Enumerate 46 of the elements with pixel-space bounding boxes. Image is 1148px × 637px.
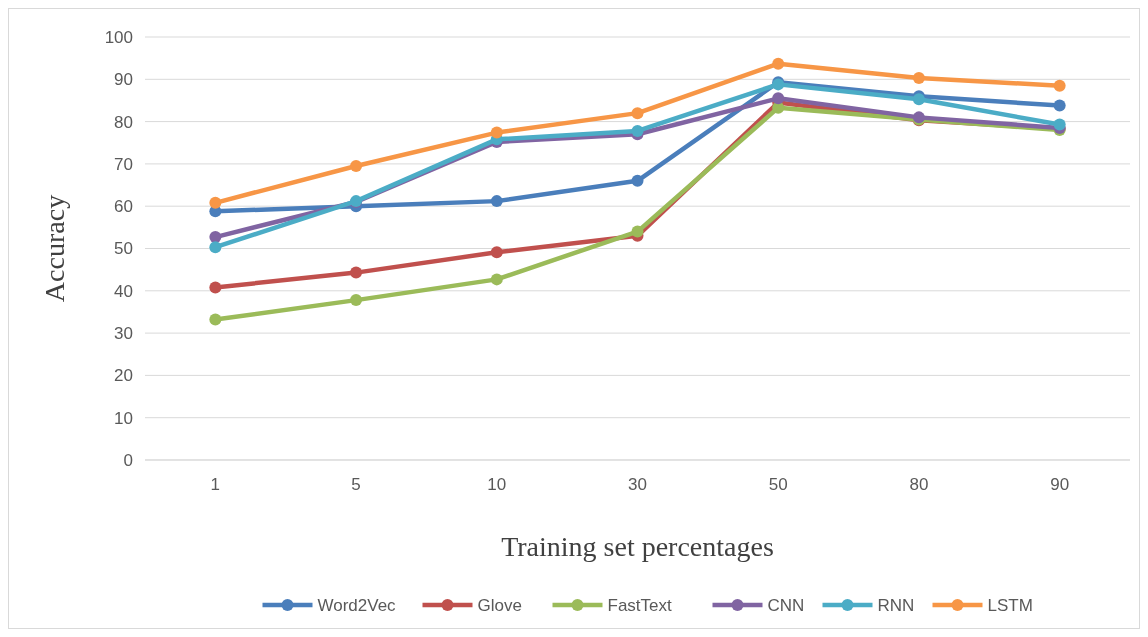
point	[772, 92, 785, 105]
point	[209, 196, 222, 209]
y-tick-label: 0	[123, 450, 133, 470]
point	[1053, 99, 1066, 112]
y-tick-label: 60	[114, 197, 133, 217]
legend-label: RNN	[877, 595, 915, 615]
point	[490, 126, 503, 139]
point	[209, 281, 222, 294]
legend-label: FastText	[607, 595, 673, 615]
point	[350, 266, 363, 279]
y-tick-label: 50	[114, 239, 133, 259]
y-tick-label: 30	[114, 324, 133, 344]
y-tick-label: 80	[114, 112, 133, 132]
point	[631, 225, 644, 238]
point	[772, 57, 785, 70]
point	[209, 241, 222, 254]
legend-label: LSTM	[987, 595, 1033, 615]
y-tick-label: 40	[114, 281, 133, 301]
point	[631, 174, 644, 187]
y-tick-label: 20	[114, 366, 133, 386]
y-axis-title: Accuracy	[39, 194, 70, 303]
point	[350, 160, 363, 173]
legend-label: Glove	[477, 595, 522, 615]
point	[1053, 79, 1066, 92]
point	[490, 273, 503, 286]
x-tick-label: 80	[909, 475, 929, 494]
x-tick-label: 50	[768, 475, 788, 494]
legend-label: CNN	[767, 595, 805, 615]
y-tick-label: 70	[114, 154, 133, 174]
point	[490, 195, 503, 208]
point	[209, 313, 222, 326]
y-tick-label: 90	[114, 70, 133, 90]
x-tick-label: 30	[628, 475, 647, 494]
y-tick-label: 100	[104, 27, 133, 47]
x-tick-label: 1	[210, 475, 221, 494]
point	[631, 124, 644, 137]
x-axis-title: Training set percentages	[501, 531, 774, 562]
legend-label: Word2Vec	[317, 595, 397, 615]
x-tick-label: 5	[351, 475, 361, 494]
y-tick-label: 10	[114, 408, 133, 428]
x-tick-label: 10	[487, 475, 507, 494]
point	[350, 294, 363, 307]
x-tick-label: 90	[1050, 475, 1070, 494]
point	[631, 107, 644, 120]
point	[912, 72, 925, 85]
point	[490, 246, 503, 259]
